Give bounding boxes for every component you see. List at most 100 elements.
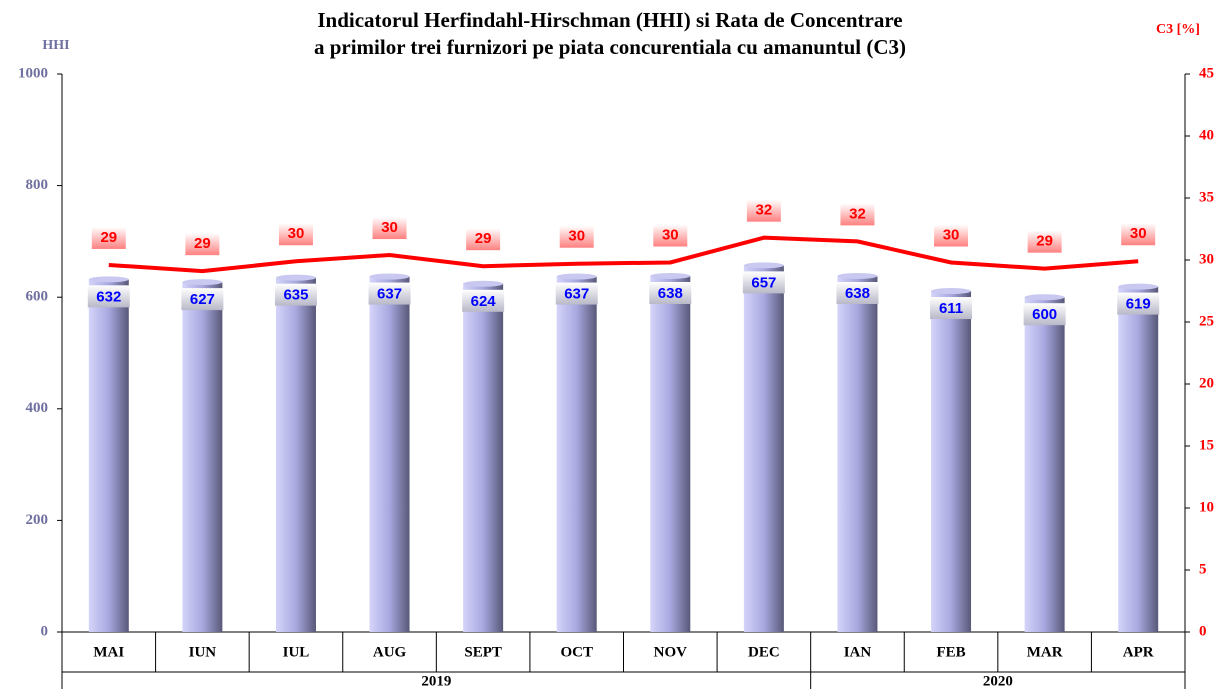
value-label: 30 <box>288 225 305 242</box>
value-label-box <box>840 203 875 226</box>
value-label-box <box>181 288 224 311</box>
y-tick-label: 0 <box>41 623 49 639</box>
y2-tick-label: 35 <box>1199 189 1214 205</box>
bar-top <box>931 288 972 295</box>
y-tick-label: 400 <box>26 400 49 416</box>
value-label-box <box>466 228 501 251</box>
value-label: 635 <box>283 287 308 304</box>
value-label: 619 <box>1126 296 1151 313</box>
value-label-box <box>185 233 220 256</box>
value-label: 32 <box>849 205 866 222</box>
value-label: 657 <box>751 274 776 291</box>
bar-top <box>182 279 223 286</box>
value-label-box <box>1117 292 1160 315</box>
y2-tick-label: 0 <box>1199 623 1207 639</box>
value-label-box <box>930 297 973 320</box>
bar <box>743 265 784 632</box>
bar <box>556 276 597 632</box>
group-label: 2020 <box>983 673 1013 689</box>
value-label-box <box>836 281 879 304</box>
y-tick-label: 200 <box>26 512 49 528</box>
y2-tick-label: 5 <box>1199 561 1207 577</box>
x-tick-label: NOV <box>654 644 688 660</box>
value-label-box <box>91 226 126 249</box>
chart-title: a primilor trei furnizori pe piata concu… <box>314 35 906 59</box>
value-label: 32 <box>756 202 773 219</box>
y2-axis-label: C3 [%] <box>1156 22 1200 37</box>
value-label: 30 <box>1130 225 1147 242</box>
value-label-box <box>1027 230 1062 253</box>
x-tick-label: FEB <box>936 644 965 660</box>
value-label: 638 <box>658 285 683 302</box>
y2-tick-label: 15 <box>1199 437 1214 453</box>
x-tick-label: DEC <box>748 644 780 660</box>
y2-tick-label: 30 <box>1199 251 1214 267</box>
x-tick-label: MAI <box>93 644 124 660</box>
x-tick-label: SEPT <box>464 644 502 660</box>
value-label-box <box>1121 223 1156 246</box>
value-label: 30 <box>568 228 585 245</box>
line <box>108 235 1139 274</box>
x-tick-label: AUG <box>373 644 407 660</box>
value-label-box <box>274 283 317 306</box>
value-label: 30 <box>381 219 398 236</box>
bar-top <box>837 272 878 279</box>
value-label-box <box>934 224 969 247</box>
x-tick-label: APR <box>1123 644 1154 660</box>
value-label-box <box>368 282 411 305</box>
value-label-box <box>742 271 785 294</box>
value-label: 638 <box>845 285 870 302</box>
y2-tick-label: 25 <box>1199 313 1214 329</box>
bar-top <box>743 262 784 269</box>
bar <box>650 275 691 632</box>
bar-top <box>1118 283 1159 290</box>
bar-top <box>1024 294 1065 301</box>
value-label: 600 <box>1032 306 1057 323</box>
x-tick-label: IUL <box>283 644 310 660</box>
bar <box>182 282 223 632</box>
value-label: 29 <box>100 229 117 246</box>
bar <box>463 283 504 632</box>
value-label-box <box>278 223 313 246</box>
bar <box>369 276 410 632</box>
bar <box>1118 286 1159 632</box>
bar-top <box>463 280 504 287</box>
x-tick-label: IUN <box>189 644 217 660</box>
y2-tick-label: 10 <box>1199 499 1214 515</box>
x-tick-label: MAR <box>1027 644 1063 660</box>
bar-top <box>650 272 691 279</box>
bar-top <box>369 273 410 280</box>
value-label-box <box>559 225 594 248</box>
y-tick-label: 800 <box>26 177 49 193</box>
value-label: 637 <box>377 286 402 303</box>
y-tick-label: 1000 <box>18 65 48 81</box>
bar <box>88 279 129 632</box>
value-label: 611 <box>939 300 963 317</box>
bar <box>837 275 878 632</box>
value-label: 624 <box>471 293 497 310</box>
value-label-box <box>746 199 781 222</box>
value-label-box <box>653 224 688 247</box>
value-label: 30 <box>943 226 960 243</box>
value-label-box <box>372 217 407 240</box>
value-label-box <box>1023 303 1066 326</box>
value-label-box <box>555 282 598 305</box>
value-label: 29 <box>194 235 211 252</box>
bar-top <box>556 273 597 280</box>
x-tick-label: IAN <box>844 644 872 660</box>
value-label-box <box>649 281 692 304</box>
bar <box>1024 297 1065 632</box>
value-label: 30 <box>662 226 679 243</box>
value-label-box <box>462 289 505 312</box>
value-label: 632 <box>96 288 121 305</box>
value-label: 637 <box>564 286 589 303</box>
bar <box>931 291 972 632</box>
y2-tick-label: 20 <box>1199 375 1214 391</box>
bar-top <box>275 274 316 281</box>
bar <box>275 277 316 632</box>
value-label: 29 <box>1036 233 1053 250</box>
chart-title: Indicatorul Herfindahl-Hirschman (HHI) s… <box>317 8 902 32</box>
value-label-box <box>87 285 130 308</box>
y2-tick-label: 40 <box>1199 127 1214 143</box>
